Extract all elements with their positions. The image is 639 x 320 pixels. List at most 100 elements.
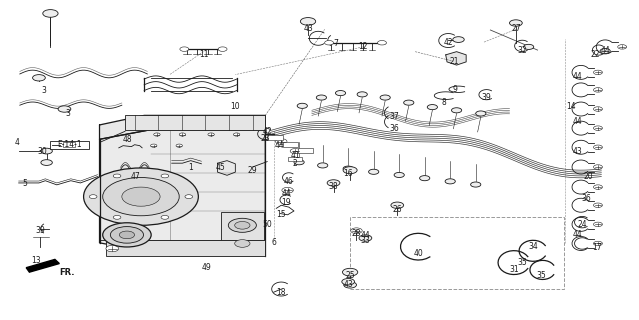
- Circle shape: [113, 174, 121, 178]
- Text: 18: 18: [277, 288, 286, 297]
- Circle shape: [282, 188, 293, 193]
- Text: 16: 16: [343, 169, 353, 178]
- Bar: [106, 240, 265, 256]
- Bar: [283, 142, 298, 147]
- Text: 40: 40: [413, 249, 423, 258]
- Text: 27: 27: [511, 24, 521, 33]
- Circle shape: [594, 241, 603, 246]
- Text: 3: 3: [65, 109, 70, 118]
- Circle shape: [369, 169, 379, 174]
- Text: 28: 28: [351, 229, 361, 238]
- Text: 7: 7: [333, 39, 338, 48]
- Circle shape: [509, 20, 522, 26]
- Circle shape: [316, 95, 327, 100]
- Circle shape: [113, 215, 121, 219]
- Circle shape: [600, 49, 610, 53]
- Text: 46: 46: [284, 177, 294, 186]
- Text: FR.: FR.: [59, 268, 75, 277]
- Circle shape: [161, 174, 169, 178]
- Text: 23: 23: [261, 134, 270, 143]
- Circle shape: [300, 18, 316, 25]
- Text: 13: 13: [31, 256, 40, 265]
- Text: 25: 25: [345, 271, 355, 280]
- Circle shape: [453, 37, 465, 43]
- Circle shape: [89, 195, 97, 198]
- Text: 17: 17: [592, 243, 602, 252]
- Text: 9: 9: [452, 85, 457, 94]
- Text: 44: 44: [360, 231, 370, 240]
- Circle shape: [179, 133, 185, 136]
- Text: 36: 36: [581, 194, 591, 204]
- Circle shape: [33, 75, 45, 81]
- Circle shape: [594, 145, 603, 149]
- Text: 42: 42: [263, 127, 272, 136]
- Circle shape: [41, 148, 52, 154]
- Text: 15: 15: [277, 210, 286, 219]
- Bar: [288, 157, 302, 161]
- Text: 6: 6: [271, 238, 276, 247]
- Circle shape: [618, 45, 627, 49]
- Text: 34: 34: [528, 242, 538, 251]
- Circle shape: [233, 133, 240, 136]
- Circle shape: [103, 223, 151, 247]
- Circle shape: [297, 103, 307, 108]
- Text: 45: 45: [216, 164, 226, 172]
- Circle shape: [335, 91, 346, 96]
- Polygon shape: [100, 130, 265, 256]
- Circle shape: [594, 165, 603, 169]
- Circle shape: [43, 10, 58, 17]
- Circle shape: [235, 221, 250, 229]
- Text: 30: 30: [37, 147, 47, 156]
- Circle shape: [380, 95, 390, 100]
- Circle shape: [185, 195, 192, 198]
- Text: 4: 4: [14, 138, 19, 147]
- Text: 5: 5: [22, 180, 27, 188]
- Text: 35: 35: [537, 271, 546, 280]
- Polygon shape: [446, 52, 466, 65]
- Bar: [298, 148, 313, 153]
- Text: 39: 39: [482, 93, 491, 102]
- Text: 44: 44: [275, 141, 285, 150]
- Polygon shape: [100, 116, 265, 139]
- Bar: [50, 141, 89, 148]
- Text: 44: 44: [281, 189, 291, 198]
- Circle shape: [41, 160, 52, 165]
- Text: 43: 43: [343, 280, 353, 289]
- Text: 20: 20: [584, 172, 594, 181]
- Circle shape: [594, 107, 603, 111]
- Circle shape: [523, 44, 534, 50]
- Text: 8: 8: [442, 98, 446, 107]
- Circle shape: [378, 41, 387, 45]
- Text: 3: 3: [42, 86, 47, 95]
- Circle shape: [119, 231, 135, 239]
- Circle shape: [327, 180, 340, 186]
- Text: 48: 48: [122, 135, 132, 144]
- Circle shape: [161, 215, 169, 219]
- Circle shape: [343, 166, 353, 171]
- Text: 22: 22: [590, 50, 599, 59]
- Bar: [63, 142, 75, 147]
- Circle shape: [111, 227, 144, 243]
- Text: 24: 24: [578, 220, 587, 229]
- Circle shape: [208, 133, 214, 136]
- Text: 47: 47: [131, 172, 141, 181]
- Polygon shape: [217, 161, 235, 175]
- Text: 43: 43: [303, 24, 313, 33]
- Text: 14: 14: [567, 102, 576, 111]
- Circle shape: [84, 168, 198, 225]
- Circle shape: [294, 160, 304, 165]
- Circle shape: [342, 278, 355, 285]
- Circle shape: [290, 148, 300, 154]
- Circle shape: [594, 126, 603, 130]
- Text: 1: 1: [189, 163, 193, 172]
- Circle shape: [325, 41, 334, 45]
- Circle shape: [594, 88, 603, 92]
- Text: 44: 44: [573, 230, 583, 239]
- Circle shape: [122, 187, 160, 206]
- Text: 32: 32: [518, 45, 527, 55]
- Circle shape: [427, 105, 438, 110]
- Circle shape: [58, 106, 71, 112]
- Text: 43: 43: [573, 147, 583, 156]
- Circle shape: [103, 178, 179, 216]
- Circle shape: [344, 282, 357, 288]
